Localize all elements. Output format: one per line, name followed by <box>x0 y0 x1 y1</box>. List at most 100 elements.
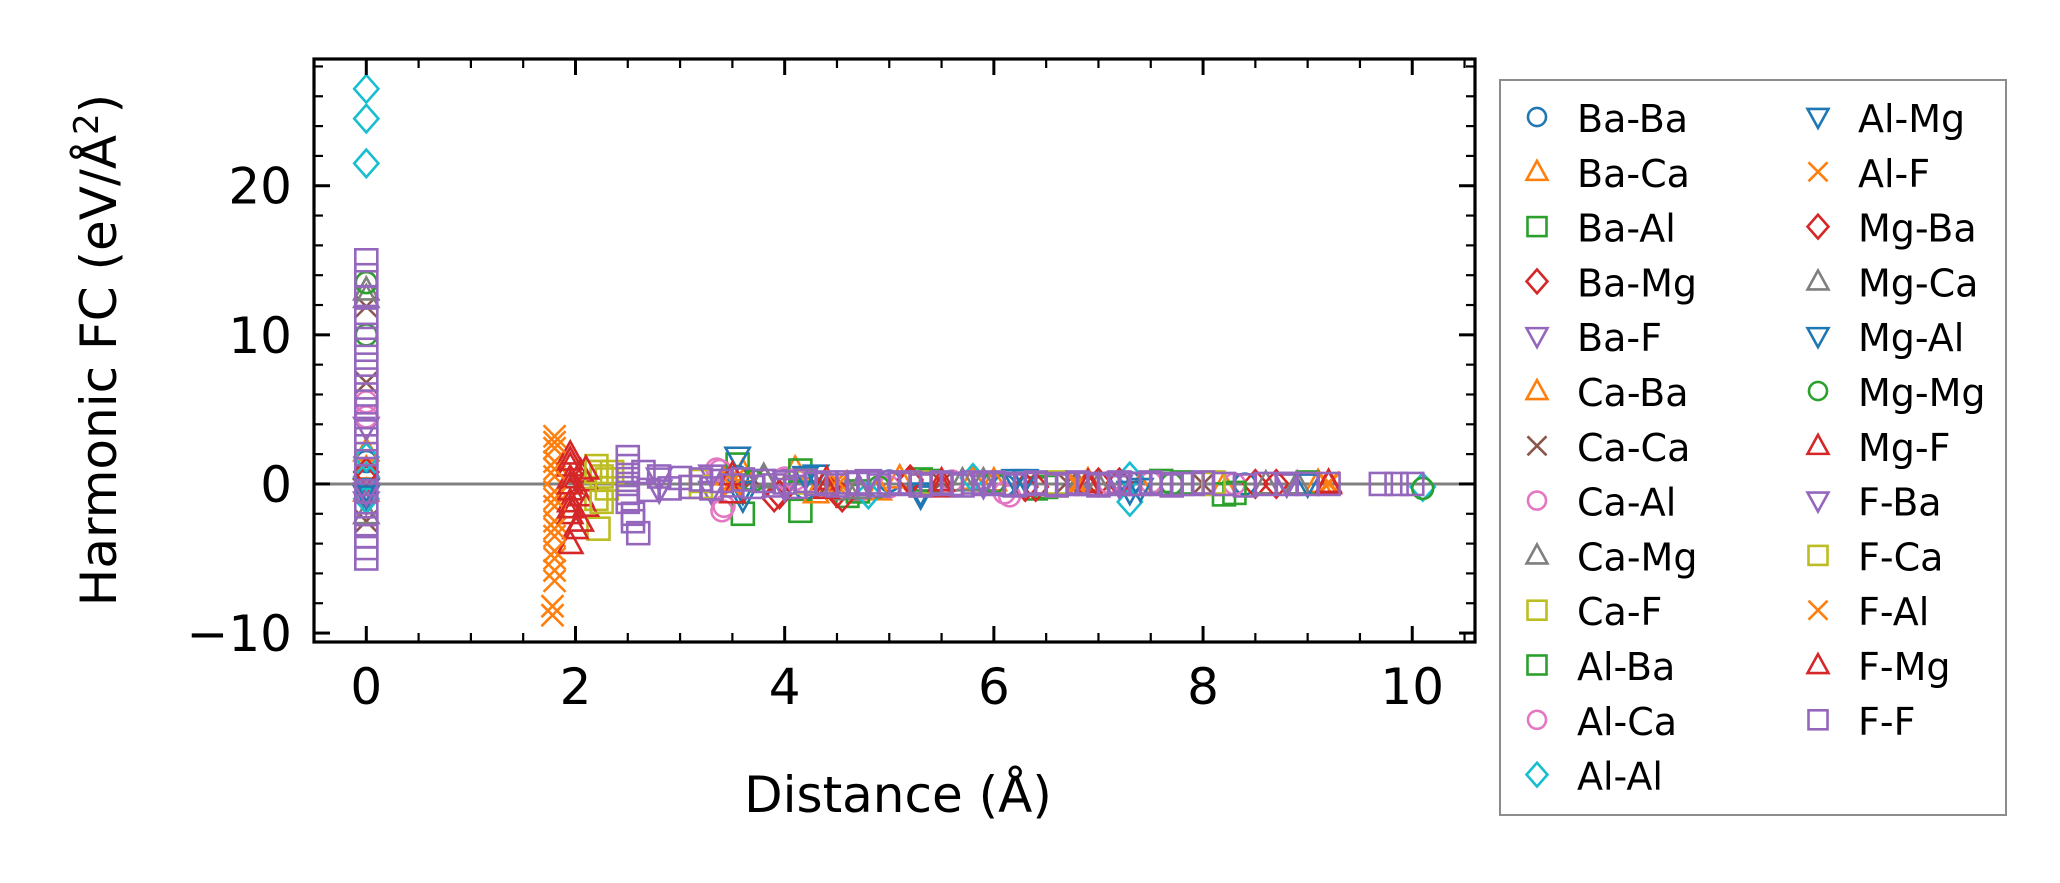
y-axis-label-close: ) <box>70 94 128 114</box>
legend-label-f-ca: F-Ca <box>1858 535 1943 579</box>
point-al-al-1 <box>352 102 381 135</box>
point-ba-al-2 <box>788 498 813 524</box>
point-al-mg-1 <box>723 446 752 473</box>
point-al-f-11 <box>540 603 565 628</box>
point-f-f-2 <box>353 285 379 310</box>
point-mg-ba-4 <box>1021 471 1050 503</box>
legend-marker-f-ca <box>1807 544 1829 567</box>
y-tick-label: 20 <box>228 158 292 216</box>
point-f-f-8 <box>353 382 379 407</box>
y-tick-label: −10 <box>186 605 292 663</box>
point-f-al-4 <box>542 539 567 563</box>
legend-label-f-ba: F-Ba <box>1858 481 1942 525</box>
x-axis-label: Distance (Å) <box>744 766 1052 824</box>
point-f-al-5 <box>542 568 567 593</box>
point-f-f-4 <box>353 322 379 348</box>
point-f-mg-9 <box>1314 467 1343 494</box>
legend-label-ba-mg: Ba-Mg <box>1577 261 1697 305</box>
legend-marker-ba-ba <box>1526 106 1548 128</box>
point-al-f-10 <box>540 594 565 619</box>
point-mg-al-4 <box>1010 468 1040 495</box>
point-f-f-9 <box>353 397 379 422</box>
legend-marker-mg-ca <box>1805 267 1831 291</box>
legend-label-al-al: Al-Al <box>1577 755 1663 799</box>
legend-marker-ba-mg <box>1524 267 1550 296</box>
legend-label-ba-ca: Ba-Ca <box>1577 152 1690 196</box>
point-f-mg-6 <box>812 473 841 500</box>
legend-marker-f-mg <box>1805 651 1831 675</box>
legend-marker-ba-al <box>1526 215 1548 238</box>
legend-marker-ba-f <box>1524 326 1550 350</box>
point-ca-f-3 <box>586 516 611 541</box>
points-layer <box>351 73 1437 628</box>
legend-marker-ca-mg <box>1524 541 1550 565</box>
legend-label-ca-ca: Ca-Ca <box>1577 426 1690 470</box>
legend-marker-mg-ba <box>1805 212 1831 241</box>
x-tick-label: 6 <box>978 658 1010 716</box>
point-f-f-11 <box>353 426 379 452</box>
point-f-f-29 <box>631 459 656 485</box>
point-mg-f-14 <box>927 471 956 498</box>
legend: Ba-Ba Ba-Ca Ba-Al Ba-Mg Ba-F Ca-Ba Ca-Ca Ca-Al C… <box>1499 79 2007 816</box>
y-tick-label: 10 <box>228 307 292 365</box>
point-f-f-92 <box>1399 471 1425 497</box>
point-f-f-3 <box>353 304 379 330</box>
legend-label-mg-ba: Mg-Ba <box>1858 207 1977 251</box>
point-al-al-3 <box>352 441 381 473</box>
point-f-al-9 <box>1316 470 1341 495</box>
legend-label-al-ba: Al-Ba <box>1577 645 1675 689</box>
legend-label-al-f: Al-F <box>1858 152 1930 196</box>
point-ca-mg-6 <box>1251 468 1281 495</box>
point-al-al-2 <box>352 147 381 180</box>
point-mg-al-6 <box>1293 473 1322 500</box>
legend-label-ca-ba: Ca-Ba <box>1577 371 1689 415</box>
point-f-al-2 <box>542 486 567 511</box>
legend-marker-ca-ca <box>1526 435 1548 457</box>
y-axis-label: Harmonic FC (eV/Å2) <box>67 94 128 606</box>
legend-marker-al-al <box>1524 760 1550 789</box>
x-tick-label: 4 <box>769 658 801 716</box>
legend-label-al-mg: Al-Mg <box>1858 97 1965 141</box>
point-f-mg-3 <box>566 505 596 532</box>
legend-box <box>1499 79 2007 816</box>
point-f-mg-4 <box>571 453 601 480</box>
point-f-f-0 <box>353 247 379 273</box>
point-mg-al-0 <box>351 485 381 512</box>
legend-marker-al-ba <box>1526 654 1548 676</box>
legend-marker-al-ca <box>1526 709 1548 731</box>
point-al-f-8 <box>542 546 567 571</box>
ticks-layer: 0 2 4 6 8 10 −10 0 10 20 <box>186 59 1475 716</box>
point-al-al-0 <box>352 73 381 105</box>
x-tick-label: 10 <box>1380 658 1444 716</box>
point-f-al-3 <box>542 516 567 541</box>
point-f-mg-2 <box>555 492 585 519</box>
x-tick-label: 2 <box>560 658 592 716</box>
point-f-al-0 <box>542 430 567 455</box>
point-f-f-28 <box>625 520 651 546</box>
point-f-f-14 <box>353 479 379 504</box>
legend-marker-al-mg <box>1805 107 1831 131</box>
point-mg-ba-1 <box>765 478 794 511</box>
plot-frame <box>312 57 1477 644</box>
legend-marker-al-f <box>1807 161 1829 183</box>
legend-marker-f-ba <box>1805 491 1831 515</box>
point-f-f-10 <box>353 412 379 437</box>
point-f-f-90 <box>1368 471 1394 497</box>
point-mg-ba-6 <box>1262 468 1291 500</box>
legend-label-ba-ba: Ba-Ba <box>1577 97 1688 141</box>
point-ba-mg-4 <box>1011 471 1040 503</box>
point-f-f-91 <box>1384 471 1409 497</box>
point-mg-ca-0 <box>351 274 381 301</box>
legend-label-al-ca: Al-Ca <box>1577 700 1677 744</box>
legend-marker-mg-al <box>1805 326 1831 350</box>
point-f-f-7 <box>353 367 379 392</box>
point-mg-f-4 <box>555 486 585 513</box>
legend-label-mg-f: Mg-F <box>1858 426 1950 470</box>
axes-layer <box>312 57 1477 644</box>
legend-marker-ca-al <box>1526 490 1548 511</box>
legend-label-mg-mg: Mg-Mg <box>1858 371 1986 415</box>
legend-label-ba-al: Ba-Al <box>1577 207 1676 251</box>
point-f-f-6 <box>353 352 379 377</box>
point-al-f-9 <box>542 558 567 583</box>
